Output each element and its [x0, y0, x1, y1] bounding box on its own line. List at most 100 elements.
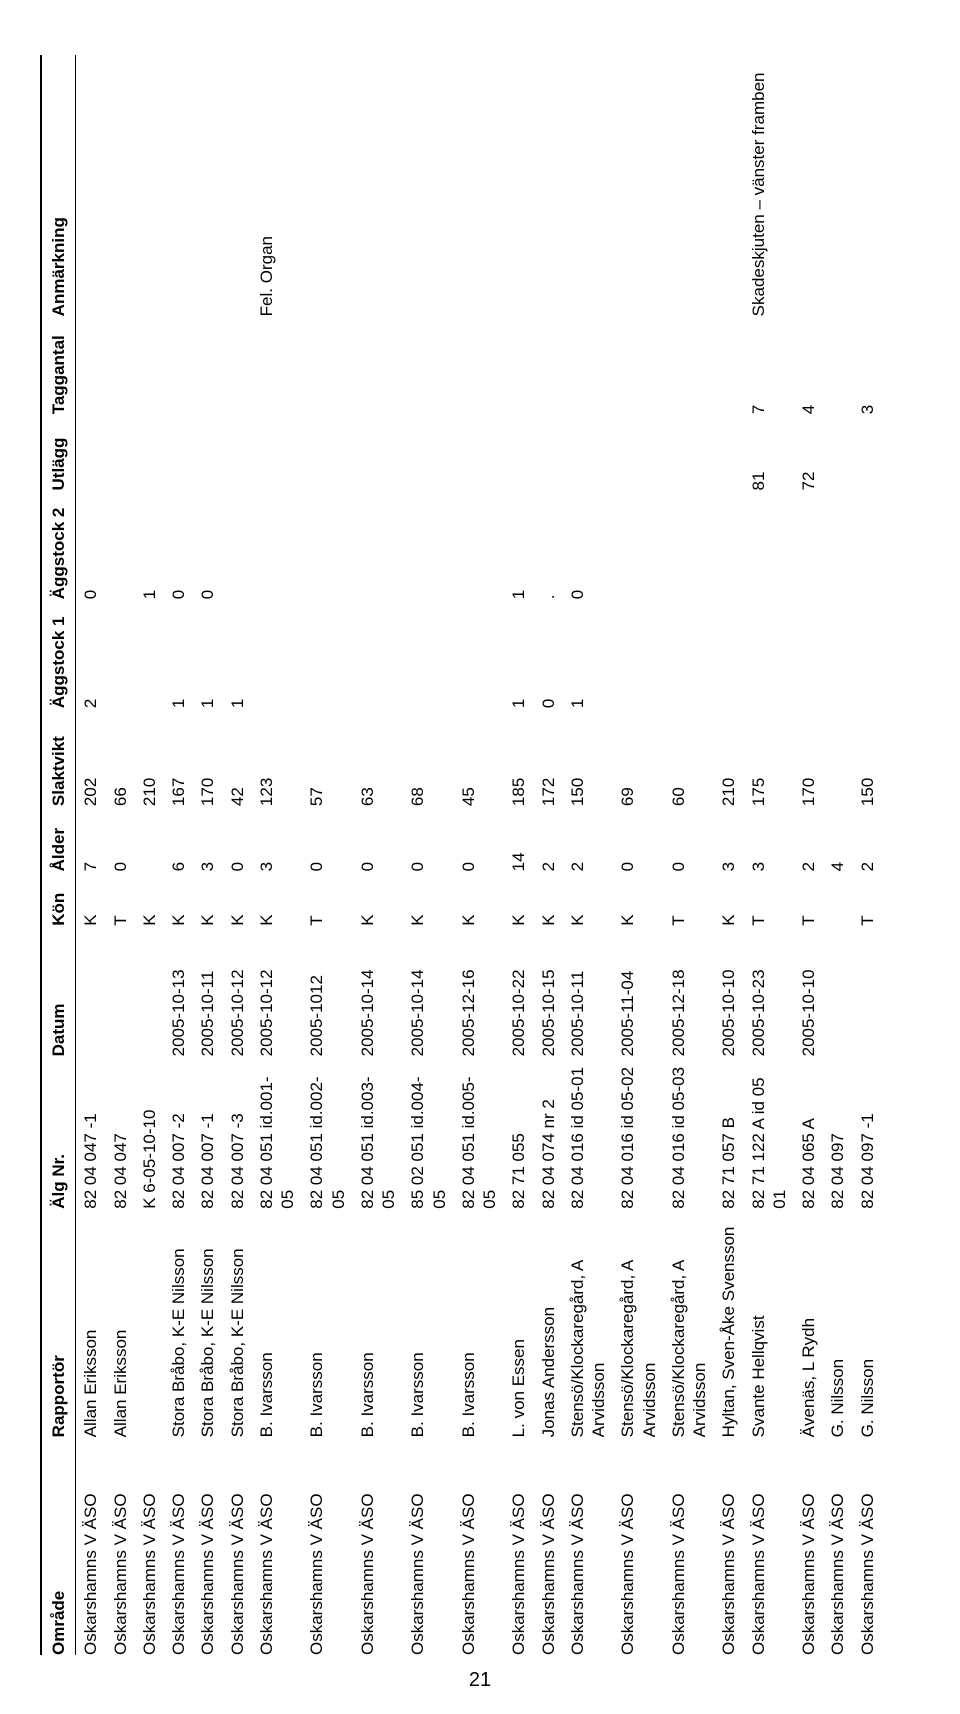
cell-kon: T	[106, 871, 135, 925]
cell-anm	[563, 55, 614, 316]
cell-datum: 2005-1012	[302, 926, 353, 1057]
cell-agg1: 0	[534, 599, 563, 708]
cell-utlagg: 81	[744, 414, 795, 490]
cell-omrade: Oskarshamns V ÄSO	[223, 1437, 252, 1655]
cell-omrade: Oskarshamns V ÄSO	[744, 1437, 795, 1655]
cell-agg2	[252, 490, 303, 599]
cell-omrade: Oskarshamns V ÄSO	[135, 1437, 164, 1655]
cell-agg1	[664, 599, 715, 708]
cell-datum	[853, 926, 882, 1057]
cell-anm	[223, 55, 252, 316]
cell-slaktvikt: 66	[106, 708, 135, 806]
cell-taggantal	[454, 316, 505, 414]
cell-agg2: 0	[76, 490, 106, 599]
cell-alder: 7	[76, 806, 106, 871]
cell-kon: K	[714, 871, 743, 925]
cell-omrade: Oskarshamns V ÄSO	[504, 1437, 533, 1655]
cell-anm	[353, 55, 404, 316]
cell-rapportor: Stora Bråbo, K-E Nilsson	[193, 1209, 222, 1438]
cell-alder: 0	[454, 806, 505, 871]
cell-agg1	[823, 599, 852, 708]
cell-datum: 2005-10-14	[353, 926, 404, 1057]
table-row: Oskarshamns V ÄSOJonas Andersson82 04 07…	[534, 55, 563, 1655]
cell-omrade: Oskarshamns V ÄSO	[403, 1437, 454, 1655]
cell-agg2: 0	[563, 490, 614, 599]
col-header-anm: Anmärkning	[41, 55, 76, 316]
cell-alder: 2	[534, 806, 563, 871]
cell-alg_nr: 82 04 016 id 05-03	[664, 1056, 715, 1208]
cell-datum	[106, 926, 135, 1057]
cell-utlagg	[613, 414, 664, 490]
cell-datum: 2005-10-23	[744, 926, 795, 1057]
cell-omrade: Oskarshamns V ÄSO	[714, 1437, 743, 1655]
cell-alder	[135, 806, 164, 871]
cell-alder: 0	[664, 806, 715, 871]
cell-alder: 3	[193, 806, 222, 871]
cell-datum: 2005-10-11	[193, 926, 222, 1057]
cell-omrade: Oskarshamns V ÄSO	[794, 1437, 823, 1655]
cell-omrade: Oskarshamns V ÄSO	[563, 1437, 614, 1655]
cell-agg1	[714, 599, 743, 708]
cell-alder: 14	[504, 806, 533, 871]
cell-kon: T	[744, 871, 795, 925]
cell-rapportor: L. von Essen	[504, 1209, 533, 1438]
cell-kon: T	[794, 871, 823, 925]
cell-utlagg	[223, 414, 252, 490]
cell-anm	[534, 55, 563, 316]
cell-agg1	[252, 599, 303, 708]
cell-alder: 0	[353, 806, 404, 871]
cell-agg2	[106, 490, 135, 599]
cell-alder: 4	[823, 806, 852, 871]
cell-slaktvikt: 57	[302, 708, 353, 806]
cell-alg_nr: 82 04 051 id.002-05	[302, 1056, 353, 1208]
table-row: Oskarshamns V ÄSOB. Ivarsson82 04 051 id…	[252, 55, 303, 1655]
col-header-alg_nr: Älg Nr.	[41, 1056, 76, 1208]
cell-kon: K	[403, 871, 454, 925]
cell-agg1	[403, 599, 454, 708]
cell-agg2: 1	[135, 490, 164, 599]
cell-alg_nr: K 6-05-10-10	[135, 1056, 164, 1208]
cell-omrade: Oskarshamns V ÄSO	[353, 1437, 404, 1655]
cell-agg2	[613, 490, 664, 599]
cell-agg1: 1	[563, 599, 614, 708]
cell-taggantal: 3	[853, 316, 882, 414]
cell-anm	[403, 55, 454, 316]
table-header-row: OmrådeRapportörÄlg Nr.DatumKönÅlderSlakt…	[41, 55, 76, 1655]
cell-kon: K	[252, 871, 303, 925]
col-header-datum: Datum	[41, 926, 76, 1057]
cell-datum: 2005-10-12	[252, 926, 303, 1057]
cell-taggantal	[563, 316, 614, 414]
cell-datum: 2005-10-22	[504, 926, 533, 1057]
cell-omrade: Oskarshamns V ÄSO	[613, 1437, 664, 1655]
cell-utlagg	[714, 414, 743, 490]
cell-omrade: Oskarshamns V ÄSO	[76, 1437, 106, 1655]
cell-agg1: 1	[193, 599, 222, 708]
cell-taggantal	[714, 316, 743, 414]
cell-agg1	[794, 599, 823, 708]
table-row: Oskarshamns V ÄSOB. Ivarsson82 04 051 id…	[302, 55, 353, 1655]
table-row: Oskarshamns V ÄSOB. Ivarsson85 02 051 id…	[403, 55, 454, 1655]
cell-slaktvikt	[823, 708, 852, 806]
cell-rapportor: Jonas Andersson	[534, 1209, 563, 1438]
cell-anm	[853, 55, 882, 316]
cell-utlagg	[853, 414, 882, 490]
cell-utlagg	[106, 414, 135, 490]
cell-utlagg	[664, 414, 715, 490]
cell-alder: 2	[794, 806, 823, 871]
cell-agg1	[744, 599, 795, 708]
cell-anm	[135, 55, 164, 316]
cell-slaktvikt: 175	[744, 708, 795, 806]
cell-kon: K	[454, 871, 505, 925]
cell-rapportor: B. Ivarsson	[353, 1209, 404, 1438]
cell-rapportor: Ävenäs, L Rydh	[794, 1209, 823, 1438]
cell-agg2	[454, 490, 505, 599]
cell-alg_nr: 82 04 074 nr 2	[534, 1056, 563, 1208]
cell-alder: 3	[714, 806, 743, 871]
cell-agg1	[135, 599, 164, 708]
cell-datum: 2005-11-04	[613, 926, 664, 1057]
cell-alder: 0	[403, 806, 454, 871]
cell-rapportor: B. Ivarsson	[302, 1209, 353, 1438]
cell-utlagg	[534, 414, 563, 490]
cell-slaktvikt: 150	[563, 708, 614, 806]
cell-alg_nr: 82 04 047 -1	[76, 1056, 106, 1208]
